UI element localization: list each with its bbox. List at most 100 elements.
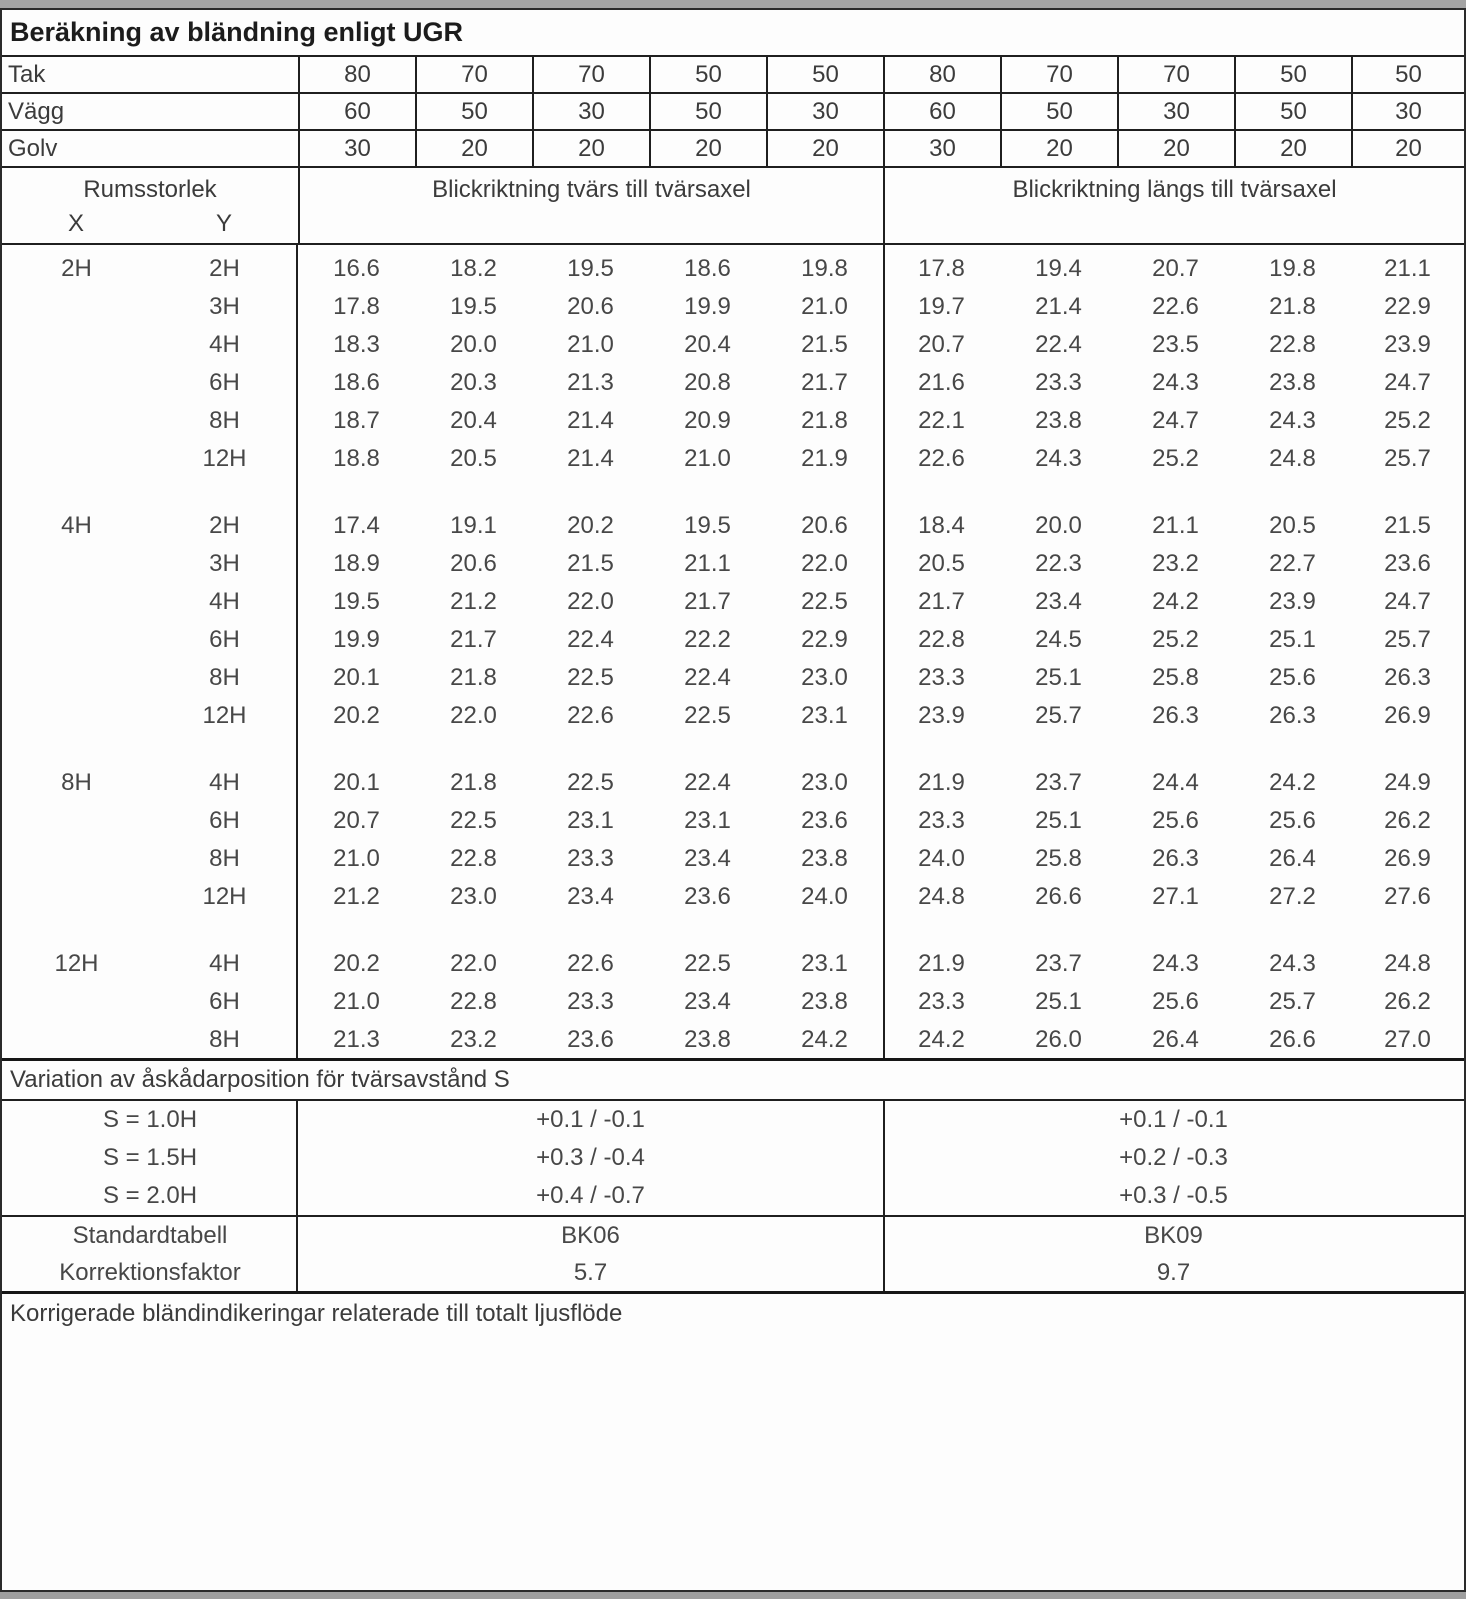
surface-value: 20 bbox=[532, 131, 649, 166]
ugr-value-tvars: 23.4 bbox=[684, 845, 731, 872]
surface-value: 30 bbox=[766, 94, 883, 129]
ugr-value-langs: 24.4 bbox=[1152, 769, 1199, 796]
ugr-row: 6H 21.0 22.8 23.3 23.4 23.8 23.3 25.1 25.6 25.7 26… bbox=[2, 983, 1464, 1021]
room-size-label: Rumsstorlek bbox=[83, 176, 217, 203]
surface-value: 60 bbox=[883, 94, 1000, 129]
ugr-value-tvars: 22.4 bbox=[684, 769, 731, 796]
variation-section-title: Variation av åskådarposition för tvärsav… bbox=[2, 1061, 1464, 1101]
standard-langs-value: 9.7 bbox=[1156, 1258, 1191, 1286]
room-x-value bbox=[2, 621, 151, 659]
surface-value: 20 bbox=[766, 131, 883, 166]
ugr-value-tvars: 23.6 bbox=[684, 883, 731, 910]
ugr-value-tvars: 21.7 bbox=[450, 626, 497, 653]
ugr-value-langs: 21.9 bbox=[918, 950, 965, 977]
viewing-direction-tvars-header: Blickriktning tvärs till tvärsaxel bbox=[298, 168, 883, 243]
ugr-value-langs: 25.7 bbox=[1035, 702, 1082, 729]
ugr-value-langs: 24.3 bbox=[1269, 950, 1316, 977]
ugr-value-tvars: 22.0 bbox=[801, 550, 848, 577]
ugr-value-langs: 26.6 bbox=[1035, 883, 1082, 910]
ugr-value-langs: 22.6 bbox=[1152, 293, 1199, 320]
ugr-value-tvars: 21.4 bbox=[567, 407, 614, 434]
standard-tvars-value: 5.7 bbox=[573, 1258, 608, 1286]
surface-label: Golv bbox=[8, 134, 58, 162]
ugr-value-langs: 21.1 bbox=[1152, 512, 1199, 539]
surface-label: Vägg bbox=[8, 97, 65, 125]
block-gap bbox=[2, 916, 1464, 945]
corrected-glare-note: Korrigerade bländindikeringar relaterade… bbox=[10, 1300, 623, 1327]
ugr-row: 2H 2H 16.6 18.2 19.5 18.6 19.8 17.8 19.4 20.7 19.8… bbox=[2, 250, 1464, 288]
ugr-value-langs: 20.7 bbox=[1152, 255, 1199, 282]
ugr-value-langs: 22.1 bbox=[918, 407, 965, 434]
surface-value: 50 bbox=[1351, 57, 1464, 92]
ugr-value-tvars: 23.1 bbox=[684, 807, 731, 834]
ugr-value-tvars: 22.5 bbox=[801, 588, 848, 615]
ugr-value-langs: 20.7 bbox=[918, 331, 965, 358]
ugr-value-langs: 23.4 bbox=[1035, 588, 1082, 615]
room-y-value: 12H bbox=[202, 883, 247, 910]
surface-value: 70 bbox=[1117, 57, 1234, 92]
variation-label: S = 1.0H bbox=[102, 1106, 198, 1133]
ugr-value-langs: 23.8 bbox=[1269, 369, 1316, 396]
room-size-label-cell: Rumsstorlek X Y bbox=[2, 168, 298, 243]
surface-value: 50 bbox=[649, 94, 766, 129]
ugr-value-tvars: 18.2 bbox=[450, 255, 497, 282]
ugr-value-langs: 24.7 bbox=[1384, 369, 1431, 396]
surface-value: 30 bbox=[1351, 94, 1464, 129]
standard-table-section: Standardtabell BK06 BK09 Korrektionsfaktor 5… bbox=[2, 1217, 1464, 1294]
ugr-value-langs: 22.7 bbox=[1269, 550, 1316, 577]
surface-value: 80 bbox=[883, 57, 1000, 92]
room-y-value: 4H bbox=[209, 769, 240, 796]
ugr-value-tvars: 22.5 bbox=[567, 769, 614, 796]
ugr-value-langs: 26.3 bbox=[1269, 702, 1316, 729]
column-divider bbox=[296, 1101, 298, 1215]
ugr-value-langs: 25.8 bbox=[1152, 664, 1199, 691]
ugr-value-langs: 25.6 bbox=[1152, 988, 1199, 1015]
ugr-data-table: 2H 2H 16.6 18.2 19.5 18.6 19.8 17.8 19.4 20.7 19.8… bbox=[2, 245, 1464, 1061]
ugr-value-langs: 26.6 bbox=[1269, 1026, 1316, 1053]
ugr-value-langs: 24.2 bbox=[918, 1026, 965, 1053]
column-divider bbox=[296, 245, 298, 1058]
ugr-value-tvars: 21.0 bbox=[567, 331, 614, 358]
block-gap bbox=[2, 735, 1464, 764]
ugr-value-tvars: 20.1 bbox=[333, 664, 380, 691]
variation-label: S = 1.5H bbox=[102, 1144, 198, 1171]
ugr-value-langs: 23.5 bbox=[1152, 331, 1199, 358]
surface-value: 20 bbox=[649, 131, 766, 166]
variation-label: S = 2.0H bbox=[102, 1182, 198, 1209]
ugr-value-tvars: 21.7 bbox=[684, 588, 731, 615]
ugr-value-langs: 25.1 bbox=[1035, 988, 1082, 1015]
ugr-value-langs: 22.8 bbox=[1269, 331, 1316, 358]
ugr-value-tvars: 20.3 bbox=[450, 369, 497, 396]
room-x-value bbox=[2, 1021, 151, 1059]
ugr-value-langs: 26.4 bbox=[1152, 1026, 1199, 1053]
variation-row: S = 2.0H +0.4 / -0.7 +0.3 / -0.5 bbox=[2, 1177, 1464, 1215]
ugr-value-tvars: 20.6 bbox=[801, 512, 848, 539]
y-axis-label: Y bbox=[215, 210, 232, 237]
ugr-value-tvars: 20.6 bbox=[450, 550, 497, 577]
ugr-value-langs: 26.9 bbox=[1384, 702, 1431, 729]
ugr-value-tvars: 23.8 bbox=[801, 988, 848, 1015]
ugr-value-tvars: 21.0 bbox=[684, 445, 731, 472]
ugr-value-langs: 22.9 bbox=[1384, 293, 1431, 320]
ugr-value-tvars: 24.2 bbox=[801, 1026, 848, 1053]
ugr-row: 12H 4H 20.2 22.0 22.6 22.5 23.1 21.9 23.7 24.3 24.… bbox=[2, 945, 1464, 983]
ugr-value-tvars: 21.3 bbox=[567, 369, 614, 396]
room-x-value: 2H bbox=[61, 255, 92, 282]
ugr-value-langs: 22.6 bbox=[918, 445, 965, 472]
ugr-value-langs: 21.4 bbox=[1035, 293, 1082, 320]
ugr-value-langs: 23.8 bbox=[1035, 407, 1082, 434]
ugr-value-langs: 23.3 bbox=[1035, 369, 1082, 396]
room-x-value: 8H bbox=[61, 769, 92, 796]
surface-value: 50 bbox=[1234, 94, 1351, 129]
group-divider bbox=[883, 1217, 885, 1291]
surface-value: 30 bbox=[532, 94, 649, 129]
ugr-value-tvars: 19.8 bbox=[801, 255, 848, 282]
window-bottom-edge bbox=[0, 1592, 1466, 1599]
ugr-value-tvars: 23.3 bbox=[567, 845, 614, 872]
ugr-value-langs: 24.5 bbox=[1035, 626, 1082, 653]
ugr-value-langs: 26.0 bbox=[1035, 1026, 1082, 1053]
group-divider bbox=[883, 1101, 885, 1215]
ugr-value-langs: 24.8 bbox=[918, 883, 965, 910]
ugr-row: 8H 18.7 20.4 21.4 20.9 21.8 22.1 23.8 24.7 24.3 25… bbox=[2, 402, 1464, 440]
ugr-row: 6H 19.9 21.7 22.4 22.2 22.9 22.8 24.5 25.2 25.1 25… bbox=[2, 621, 1464, 659]
